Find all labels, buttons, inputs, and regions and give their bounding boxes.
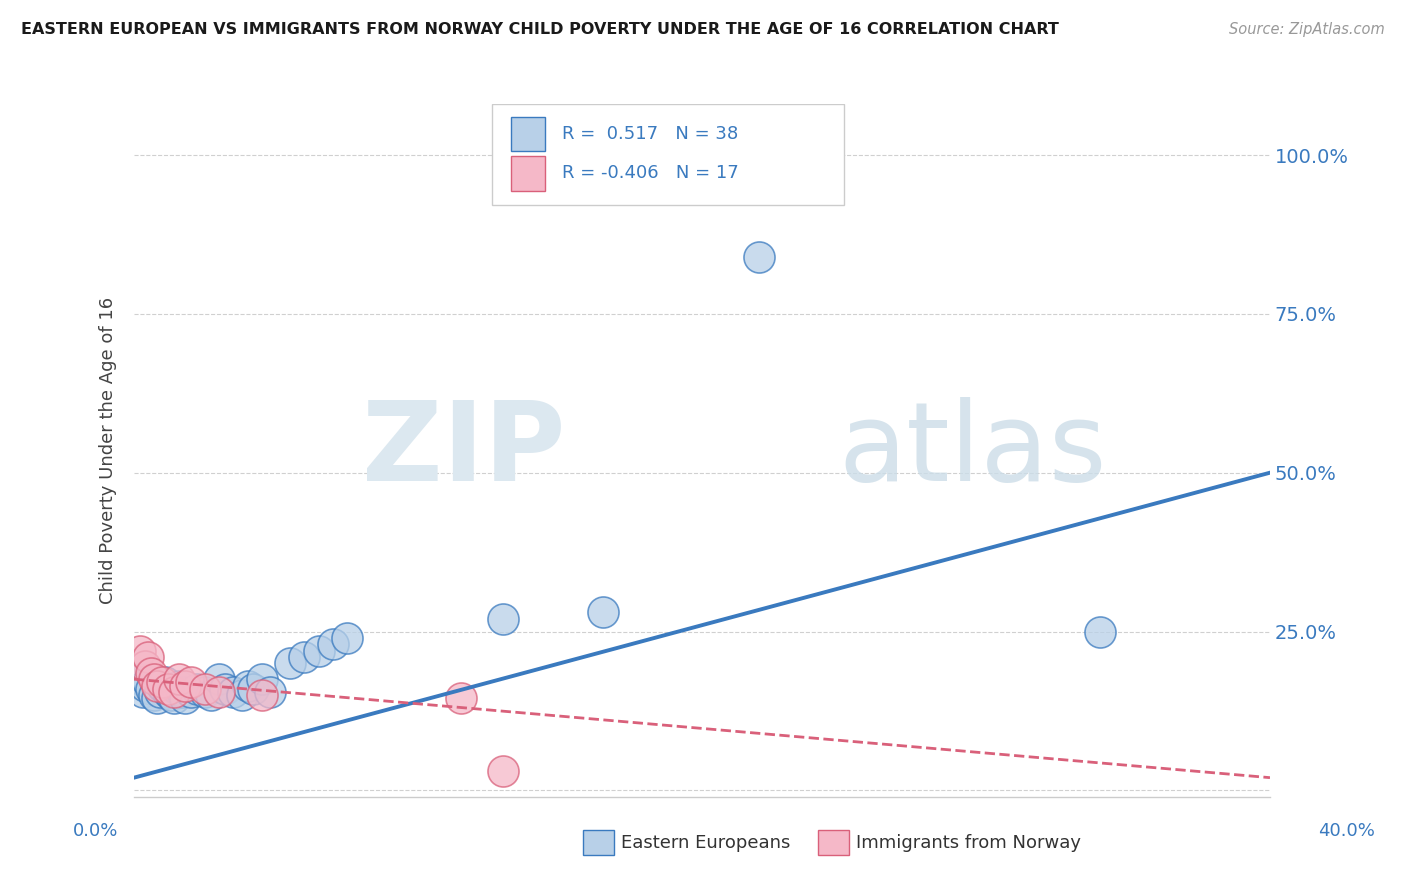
Text: atlas: atlas (838, 397, 1107, 504)
Point (259, 685, 281, 699)
Text: EASTERN EUROPEAN VS IMMIGRANTS FROM NORWAY CHILD POVERTY UNDER THE AGE OF 16 COR: EASTERN EUROPEAN VS IMMIGRANTS FROM NORW… (21, 22, 1059, 37)
Point (200, 688, 222, 702)
Text: Immigrants from Norway: Immigrants from Norway (856, 834, 1081, 852)
Bar (512, 117, 546, 152)
Point (174, 691, 197, 706)
Point (128, 643, 150, 657)
Point (136, 649, 159, 664)
Point (131, 685, 153, 699)
Point (208, 685, 231, 699)
Point (128, 672, 150, 686)
Point (172, 685, 194, 699)
Point (149, 685, 172, 699)
Point (294, 649, 316, 664)
Point (136, 675, 159, 690)
Point (160, 688, 183, 702)
Point (278, 657, 301, 671)
Point (748, 250, 770, 264)
Point (139, 665, 162, 680)
Text: ZIP: ZIP (363, 397, 565, 504)
Text: Eastern Europeans: Eastern Europeans (621, 834, 790, 852)
Point (180, 675, 202, 690)
Point (242, 681, 264, 696)
Point (492, 612, 515, 626)
Point (166, 681, 188, 696)
Text: Source: ZipAtlas.com: Source: ZipAtlas.com (1229, 22, 1385, 37)
Y-axis label: Child Poverty Under the Age of 16: Child Poverty Under the Age of 16 (100, 297, 117, 604)
Point (142, 688, 165, 702)
Point (155, 675, 177, 690)
Point (169, 679, 191, 693)
Text: 40.0%: 40.0% (1319, 822, 1375, 840)
Point (308, 643, 330, 657)
Point (250, 672, 273, 686)
Point (231, 688, 253, 702)
Point (194, 685, 217, 699)
Point (180, 685, 202, 699)
Point (142, 672, 165, 686)
Point (322, 637, 344, 651)
Text: R = -0.406   N = 17: R = -0.406 N = 17 (562, 164, 740, 183)
Point (163, 685, 186, 699)
Point (214, 681, 236, 696)
Point (134, 679, 156, 693)
Point (163, 691, 186, 706)
Point (450, 691, 472, 706)
Point (139, 681, 162, 696)
Point (336, 631, 359, 645)
Point (152, 675, 174, 690)
Point (492, 764, 515, 779)
Point (186, 681, 208, 696)
Text: 0.0%: 0.0% (73, 822, 118, 840)
Point (194, 681, 217, 696)
Point (236, 679, 259, 693)
Point (152, 679, 174, 693)
Point (208, 672, 231, 686)
Bar (512, 156, 546, 191)
Point (134, 659, 156, 673)
Point (222, 685, 245, 699)
Text: R =  0.517   N = 38: R = 0.517 N = 38 (562, 125, 738, 143)
Point (145, 679, 167, 693)
Point (1088, 624, 1111, 639)
Point (169, 672, 191, 686)
FancyBboxPatch shape (492, 104, 844, 204)
Point (145, 691, 167, 706)
Point (592, 606, 614, 620)
Point (157, 681, 180, 696)
Point (174, 679, 197, 693)
Point (250, 688, 273, 702)
Point (157, 685, 180, 699)
